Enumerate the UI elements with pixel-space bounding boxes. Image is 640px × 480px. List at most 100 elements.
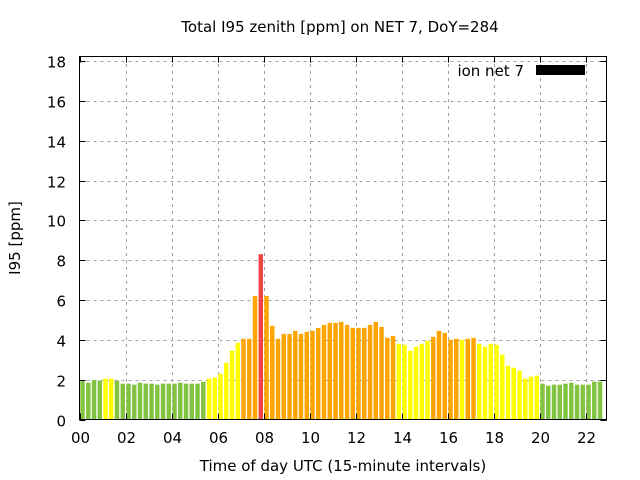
bar — [586, 384, 591, 420]
y-tick-label: 0 — [56, 413, 66, 431]
legend: ion net 7 — [457, 62, 585, 80]
x-tick-label: 12 — [347, 429, 366, 447]
bar — [402, 344, 407, 420]
bar — [229, 350, 235, 420]
plot-border — [79, 56, 607, 420]
y-tick-label: 8 — [56, 253, 66, 271]
x-tick-label: 22 — [577, 429, 596, 447]
bars — [80, 254, 603, 420]
bar — [367, 324, 373, 420]
bar — [316, 327, 321, 420]
bar — [580, 384, 585, 420]
bar — [408, 350, 413, 420]
bar — [293, 330, 298, 420]
y-tick-label: 16 — [47, 94, 66, 112]
bar — [155, 384, 160, 420]
bar — [339, 321, 344, 420]
x-tick-label: 10 — [301, 429, 320, 447]
bar — [373, 321, 378, 420]
bar — [534, 375, 539, 420]
y-tick-label: 18 — [47, 54, 66, 72]
bar — [132, 384, 137, 420]
bar — [448, 339, 453, 420]
legend-swatch — [536, 65, 585, 75]
bar — [172, 383, 177, 420]
bar — [149, 383, 154, 420]
x-tick-label: 08 — [255, 429, 274, 447]
bar — [304, 331, 309, 420]
bar — [327, 322, 332, 420]
bar — [385, 337, 390, 420]
bar — [310, 330, 315, 420]
bar — [270, 325, 275, 420]
bar — [471, 337, 476, 420]
bar — [333, 322, 338, 420]
bar — [569, 382, 574, 420]
x-axis-ticks: 00 02 04 06 08 10 12 14 16 18 20 22 — [71, 56, 596, 447]
bar — [189, 383, 194, 420]
bar — [511, 367, 516, 420]
y-tick-label: 10 — [47, 213, 66, 231]
bar — [431, 336, 436, 420]
bar — [557, 384, 562, 420]
bar — [540, 383, 545, 420]
bar — [143, 383, 148, 420]
x-tick-label: 16 — [439, 429, 458, 447]
bar — [436, 330, 442, 420]
bar — [258, 254, 263, 420]
bar — [321, 324, 327, 420]
bar — [275, 338, 281, 420]
legend-label: ion net 7 — [457, 62, 524, 80]
y-tick-label: 2 — [56, 373, 66, 391]
y-tick-label: 12 — [47, 174, 66, 192]
y-tick-label: 14 — [47, 134, 66, 152]
bar — [500, 354, 505, 420]
bar — [247, 338, 252, 420]
bar — [224, 362, 229, 420]
bar — [137, 382, 143, 420]
bar — [241, 338, 246, 420]
bar — [362, 327, 367, 420]
bar — [459, 339, 465, 420]
x-tick-label: 06 — [209, 429, 228, 447]
bar — [551, 384, 557, 420]
x-tick-label: 14 — [393, 429, 412, 447]
bar — [183, 383, 189, 420]
y-axis-ticks: 0 2 4 6 8 10 12 14 16 18 — [47, 54, 607, 431]
bar — [235, 342, 240, 420]
bar — [350, 327, 355, 420]
bar — [166, 383, 171, 420]
x-tick-label: 20 — [531, 429, 550, 447]
bar — [413, 346, 419, 420]
bar — [206, 378, 212, 420]
bar — [419, 343, 424, 420]
bar — [396, 343, 401, 420]
bar — [80, 380, 85, 420]
bar — [528, 376, 534, 420]
bar — [114, 380, 120, 420]
bar — [379, 326, 384, 420]
bar — [97, 380, 102, 420]
bar — [425, 340, 430, 420]
x-axis-label: Time of day UTC (15-minute intervals) — [199, 457, 486, 475]
bar — [160, 383, 166, 420]
bar — [281, 333, 286, 420]
bar — [597, 381, 603, 420]
bar — [298, 333, 304, 420]
bar — [126, 383, 131, 420]
bar — [287, 333, 292, 420]
x-tick-label: 00 — [71, 429, 90, 447]
bar — [505, 365, 511, 420]
bar — [563, 383, 568, 420]
bar — [494, 344, 499, 420]
bar — [488, 343, 493, 420]
bar — [86, 382, 91, 420]
y-tick-label: 4 — [56, 333, 66, 351]
bar — [120, 383, 125, 420]
bar — [212, 377, 217, 420]
bar — [546, 385, 551, 420]
x-tick-label: 04 — [163, 429, 182, 447]
bar — [356, 327, 361, 420]
bar — [218, 373, 223, 420]
